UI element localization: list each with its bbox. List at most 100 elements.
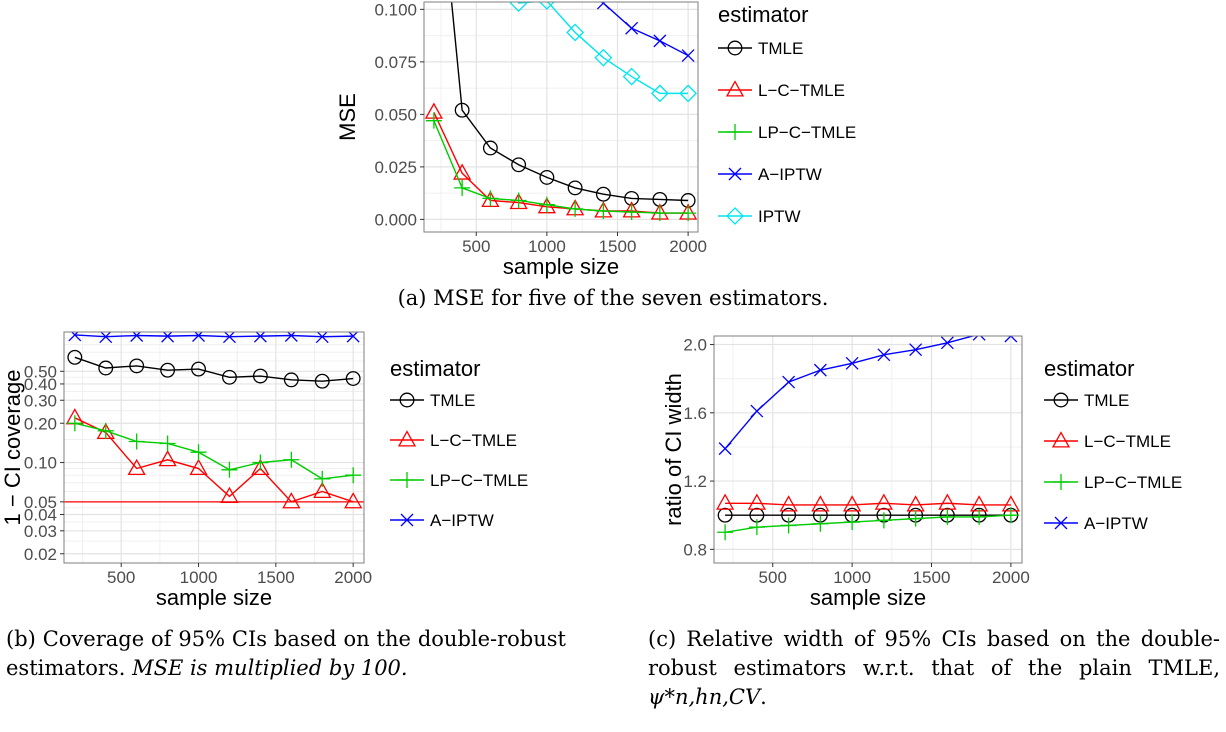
x-tick-label: 1500 xyxy=(913,568,951,587)
caption-c-main: (c) Relative width of 95% CIs based on t… xyxy=(648,627,1220,680)
legend-label-tmle: TMLE xyxy=(758,39,803,58)
data-point-lp-c-tmle xyxy=(939,508,956,525)
data-point-a-iptw xyxy=(192,332,205,342)
data-point-lp-c-tmle xyxy=(190,444,207,461)
legend-key-marker-a-iptw xyxy=(728,167,742,181)
plot-area-b xyxy=(64,332,364,563)
data-point-a-iptw xyxy=(940,336,954,350)
data-point-a-iptw xyxy=(284,332,298,342)
data-point-a-iptw xyxy=(909,343,923,357)
data-point-tmle xyxy=(717,507,733,523)
legend-label-tmle: TMLE xyxy=(1084,391,1129,410)
data-point-l-c-tmle xyxy=(779,495,798,512)
y-tick-label: 0.40 xyxy=(24,375,57,394)
data-point-a-iptw xyxy=(68,332,82,342)
x-tick-label: 1500 xyxy=(257,568,295,587)
data-point-a-iptw xyxy=(681,49,695,63)
data-point-lp-c-tmle xyxy=(567,200,584,217)
y-axis-title: MSE xyxy=(335,93,360,141)
data-point-tmle xyxy=(482,140,498,156)
legend-key-marker-a-iptw xyxy=(1054,516,1068,530)
data-point-lp-c-tmle xyxy=(345,467,362,484)
legend-label-lp-c-tmle: LP−C−TMLE xyxy=(1084,473,1182,492)
series-line-tmle xyxy=(74,356,354,382)
series-line-a-iptw xyxy=(599,2,689,57)
legend-label-tmle: TMLE xyxy=(430,391,475,410)
data-point-lp-c-tmle xyxy=(252,454,269,471)
data-point-l-c-tmle xyxy=(220,486,239,503)
data-point-tmle xyxy=(191,361,206,377)
y-tick-label: 0.04 xyxy=(24,506,57,525)
data-point-lp-c-tmle xyxy=(780,517,797,534)
legend-key-marker-tmle xyxy=(399,392,415,408)
legend-key-marker-lp-c-tmle xyxy=(727,124,743,140)
data-point-tmle xyxy=(454,102,470,118)
legend-label-lp-c-tmle: LP−C−TMLE xyxy=(430,471,528,490)
y-tick-label: 0.30 xyxy=(24,391,57,410)
data-point-l-c-tmle xyxy=(313,481,332,499)
caption-a: (a) MSE for five of the seven estimators… xyxy=(397,286,829,310)
x-tick-label: 2000 xyxy=(669,237,707,256)
data-point-a-iptw xyxy=(315,332,329,344)
y-axis-title: 1 − CI coverage xyxy=(0,370,25,526)
data-point-l-c-tmle xyxy=(127,458,146,476)
series-line-l-c-tmle xyxy=(74,417,354,503)
y-axis-title: ratio of CI width xyxy=(661,373,686,526)
data-point-a-iptw xyxy=(782,375,796,389)
data-point-a-iptw xyxy=(1004,336,1018,343)
y-tick-label: 0.03 xyxy=(24,522,57,541)
series-line-lp-c-tmle xyxy=(433,120,689,214)
y-tick-label: 0.075 xyxy=(374,53,417,72)
x-tick-label: 500 xyxy=(107,568,135,587)
data-point-lp-c-tmle xyxy=(907,510,924,527)
legend-label-l-c-tmle: L−C−TMLE xyxy=(430,431,517,450)
data-point-tmle xyxy=(314,373,330,389)
x-tick-label: 1000 xyxy=(180,568,218,587)
legend-key-marker-tmle xyxy=(727,40,743,56)
y-tick-label: 0.50 xyxy=(24,362,57,381)
data-point-tmle xyxy=(595,186,611,202)
x-tick-label: 1500 xyxy=(599,237,637,256)
data-point-l-c-tmle xyxy=(843,495,862,512)
legend-key-marker-l-c-tmle xyxy=(397,430,417,447)
series-line-lp-c-tmle xyxy=(74,422,354,480)
data-point-tmle xyxy=(345,371,361,386)
legend-key-marker-a-iptw xyxy=(400,513,414,527)
y-tick-label: 0.050 xyxy=(374,105,417,124)
data-point-iptw xyxy=(566,23,585,42)
data-point-a-iptw xyxy=(813,363,827,377)
y-tick-label: 0.8 xyxy=(683,540,707,559)
grid-a xyxy=(424,2,698,232)
data-point-lp-c-tmle xyxy=(159,435,176,452)
y-tick-label: 0.025 xyxy=(374,158,417,177)
caption-c: (c) Relative width of 95% CIs based on t… xyxy=(648,625,1220,712)
y-tick-label: 1.2 xyxy=(683,472,707,491)
series-group-a xyxy=(424,2,698,222)
y-tick-label: 0.000 xyxy=(374,211,417,230)
legend-label-a-iptw: A−IPTW xyxy=(1084,514,1148,533)
data-point-iptw xyxy=(622,67,641,86)
plot-border-c xyxy=(713,335,1023,564)
data-point-iptw xyxy=(539,2,555,10)
data-point-lp-c-tmle xyxy=(623,204,640,221)
data-point-lp-c-tmle xyxy=(844,514,861,531)
data-point-a-iptw xyxy=(130,332,144,342)
x-tick-label: 1000 xyxy=(528,237,566,256)
data-point-l-c-tmle xyxy=(874,493,893,510)
x-tick-label: 1000 xyxy=(833,568,871,587)
data-point-l-c-tmle xyxy=(282,492,301,509)
x-tick-label: 2000 xyxy=(992,568,1030,587)
caption-c-symbol: ψ*n,hn,CV xyxy=(648,685,761,709)
data-point-a-iptw xyxy=(653,34,667,48)
x-tick-label: 500 xyxy=(759,568,787,587)
legend-title: estimator xyxy=(390,356,480,381)
y-tick-label: 1.6 xyxy=(683,404,707,423)
caption-c-end: . xyxy=(760,685,767,709)
data-point-l-c-tmle xyxy=(251,458,270,476)
data-point-lp-c-tmle xyxy=(221,461,238,478)
legend-label-a-iptw: A−IPTW xyxy=(430,511,494,530)
caption-b-main: (b) Coverage of 95% CIs based on the dou… xyxy=(6,627,566,680)
data-point-lp-c-tmle xyxy=(748,519,765,536)
